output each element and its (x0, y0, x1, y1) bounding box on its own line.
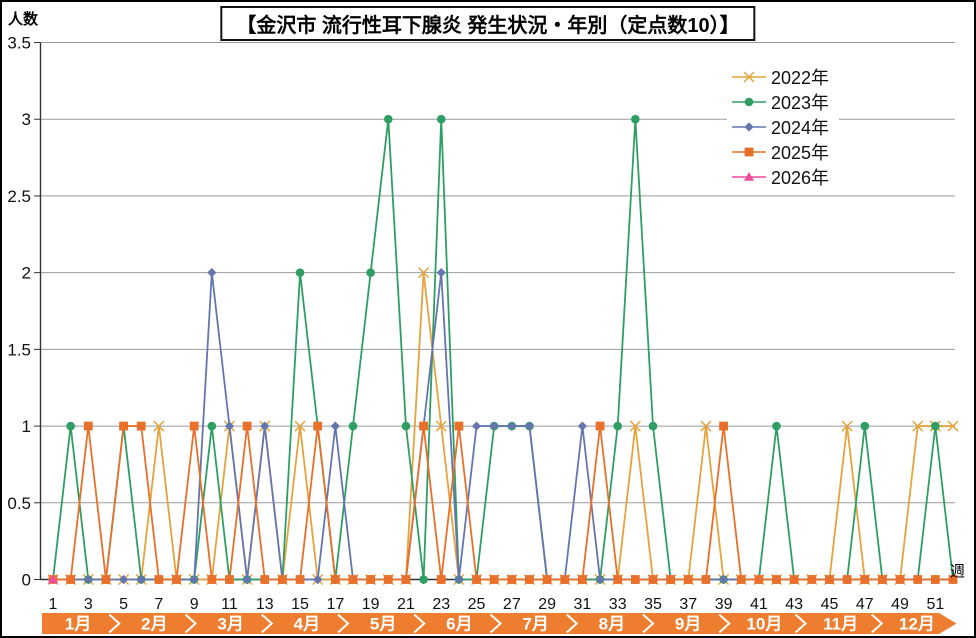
x-axis-ticks: 1 3 5 7 9 11 13 15 17 19 21 23 25 27 29 31 33 35 37 39 41 43 4… (49, 596, 945, 613)
y-tick-label: 0.5 (7, 494, 31, 513)
x-tick-label: 27 (503, 596, 521, 613)
month-label: 7月 (522, 615, 548, 634)
month-band: 1月 2月 3月 4月 5月 6月 7月 8月 9月 10月 11月 12月 (42, 613, 957, 634)
x-tick-label: 7 (154, 596, 163, 613)
x-tick-label: 29 (538, 596, 556, 613)
x-tick-label: 3 (84, 596, 93, 613)
month-label: 2月 (141, 615, 167, 634)
x-tick-label: 1 (49, 596, 58, 613)
legend-marker-icon (732, 171, 766, 181)
legend-label: 2024年 (771, 117, 830, 138)
y-tick-label: 3.5 (7, 34, 31, 53)
month-label: 10月 (746, 615, 782, 634)
x-tick-label: 37 (679, 596, 697, 613)
legend-item[interactable]: 2026年 (731, 164, 829, 189)
x-tick-label: 11 (221, 596, 238, 613)
month-label: 12月 (899, 615, 935, 634)
y-tick-label: 2 (22, 264, 31, 283)
legend-item[interactable]: 2025年 (731, 139, 829, 164)
x-tick-label: 35 (644, 596, 662, 613)
month-label: 3月 (217, 615, 243, 634)
x-tick-label: 9 (190, 596, 199, 613)
chart-title: 【金沢市 流行性耳下腺炎 発生状況・年別（定点数10）】 (220, 6, 756, 41)
series-2026年 (48, 574, 58, 584)
legend-label: 2025年 (771, 142, 830, 163)
x-tick-label: 41 (750, 596, 768, 613)
series-2025年 (48, 421, 958, 584)
y-tick-label: 2.5 (7, 187, 31, 206)
y-tick-label: 1 (22, 417, 31, 436)
x-tick-label: 31 (574, 596, 592, 613)
x-tick-label: 23 (432, 596, 450, 613)
x-tick-label: 51 (926, 596, 944, 613)
legend-item[interactable]: 2024年 (731, 114, 829, 139)
legend-item[interactable]: 2022年 (731, 64, 829, 89)
y-tick-label: 1.5 (7, 340, 31, 359)
x-axis-unit-label: 週 (950, 563, 966, 580)
legend-marker-icon (732, 147, 766, 156)
x-tick-label: 33 (609, 596, 627, 613)
legend-label: 2026年 (771, 167, 830, 188)
legend-label: 2022年 (771, 67, 830, 88)
legend-marker-icon (732, 97, 766, 106)
y-axis-ticks: 3.5 3 2.5 2 1.5 1 0.5 0 (7, 34, 40, 590)
x-tick-label: 43 (785, 596, 803, 613)
month-label: 6月 (446, 615, 472, 634)
x-tick-label: 15 (291, 596, 309, 613)
legend-item[interactable]: 2023年 (731, 89, 829, 114)
x-tick-label: 25 (468, 596, 486, 613)
month-label: 5月 (370, 615, 396, 634)
legend-marker-icon (732, 121, 766, 132)
month-label: 11月 (823, 615, 858, 634)
month-label: 4月 (294, 615, 320, 634)
x-tick-label: 49 (891, 596, 909, 613)
month-label: 1月 (65, 615, 91, 634)
x-tick-label: 17 (326, 596, 344, 613)
x-tick-label: 47 (856, 596, 874, 613)
y-axis-unit-label: 人数 (8, 11, 39, 28)
x-tick-label: 21 (397, 596, 415, 613)
x-tick-label: 19 (362, 596, 380, 613)
month-label: 9月 (675, 615, 701, 634)
x-tick-label: 45 (821, 596, 839, 613)
x-tick-label: 13 (256, 596, 274, 613)
month-label: 8月 (599, 615, 625, 634)
y-tick-label: 0 (22, 571, 31, 590)
legend-marker-icon (732, 71, 766, 82)
x-tick-label: 5 (119, 596, 128, 613)
x-tick-label: 39 (715, 596, 733, 613)
y-tick-label: 3 (22, 110, 31, 129)
legend-label: 2023年 (771, 92, 830, 113)
legend: 2022年 2023年 2024年 2025年 2026年 (727, 64, 840, 189)
